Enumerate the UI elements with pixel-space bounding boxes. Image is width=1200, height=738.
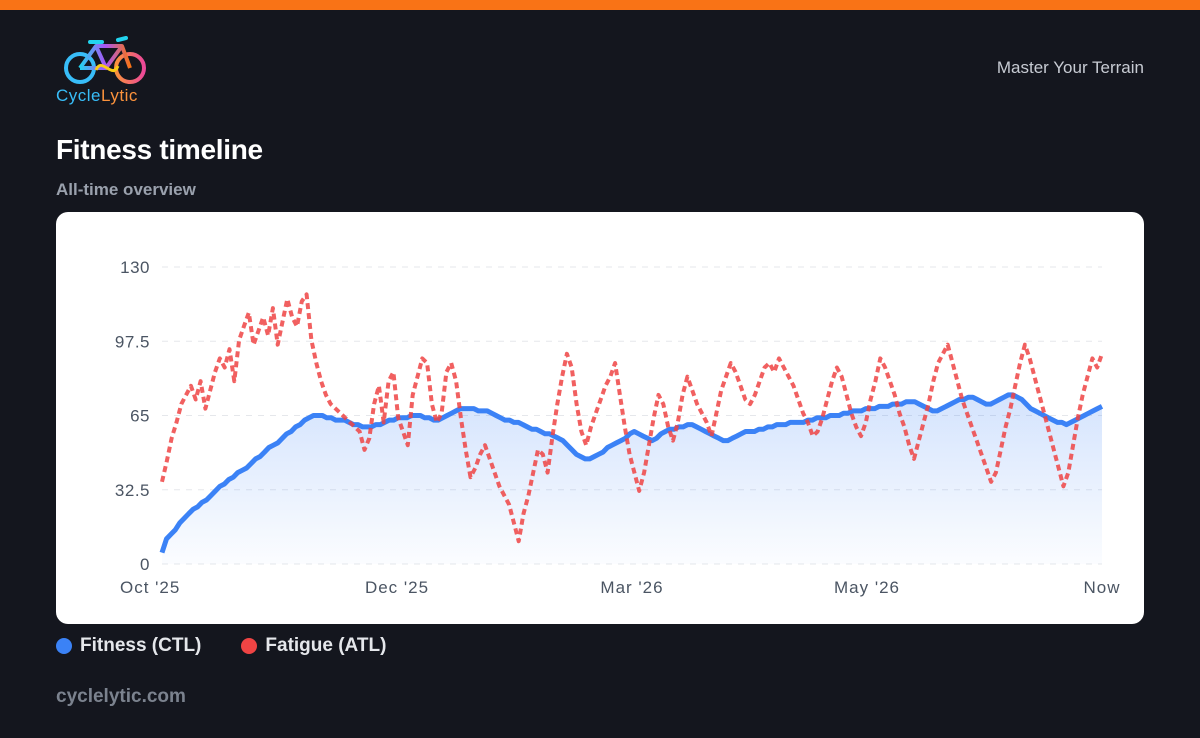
legend-item-fitness[interactable]: Fitness (CTL): [56, 635, 201, 657]
series-line-fatigue: [160, 292, 1104, 544]
y-tick-label: 97.5: [115, 332, 150, 351]
y-tick-label: 65: [130, 407, 150, 426]
legend-item-fatigue[interactable]: Fatigue (ATL): [241, 635, 386, 657]
y-tick-label: 0: [140, 555, 150, 574]
x-tick-label: May '26: [834, 578, 900, 597]
fitness-chart: 130 97.5 65 32.5 0 Oct '25 Dec '25 Mar '26 May '…: [115, 258, 1120, 597]
legend-dot-fatigue: [241, 638, 258, 654]
legend-label-fatigue: Fatigue (ATL): [265, 635, 387, 656]
y-tick-label: 130: [120, 258, 150, 277]
logo-wordmark: CycleLytic: [56, 86, 156, 106]
x-tick-label: Mar '26: [600, 578, 663, 597]
chart-card: 130 97.5 65 32.5 0 Oct '25 Dec '25 Mar '26 May '…: [56, 212, 1144, 624]
y-tick-label: 32.5: [115, 481, 150, 500]
x-tick-label: Now: [1083, 578, 1120, 597]
logo-wordmark-part1: Cycle: [56, 86, 102, 105]
footer-url[interactable]: cyclelytic.com: [56, 686, 186, 707]
page-title: Fitness timeline: [56, 134, 263, 165]
tagline: Master Your Terrain: [996, 58, 1144, 77]
series-area-0: [162, 394, 1102, 564]
series-line-fitness: [159, 392, 1104, 554]
logo-wordmark-part2: Lytic: [101, 86, 138, 105]
bicycle-icon: [64, 36, 146, 84]
x-tick-label: Oct '25: [120, 578, 180, 597]
legend-dot-fitness: [56, 638, 72, 654]
x-tick-label: Dec '25: [365, 578, 429, 597]
page-subtitle: All-time overview: [56, 180, 196, 199]
cyclelytic-logo[interactable]: CycleLytic: [56, 34, 156, 114]
top-accent-bar: [0, 0, 1200, 10]
chart-legend: Fitness (CTL) Fatigue (ATL): [56, 635, 426, 657]
legend-label-fitness: Fitness (CTL): [80, 635, 202, 656]
